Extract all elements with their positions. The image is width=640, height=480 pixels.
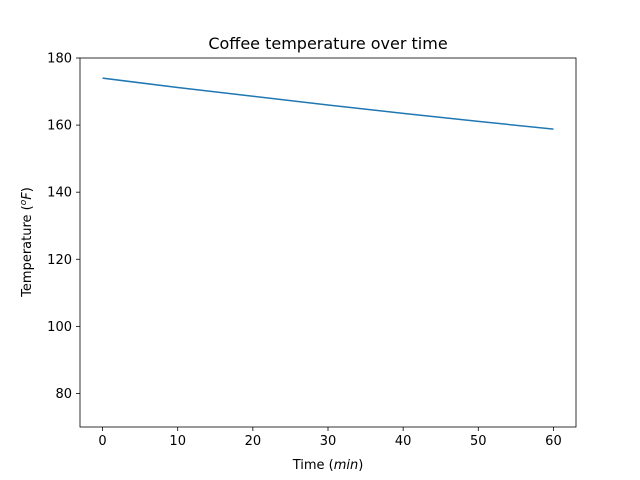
- x-tick-label: 50: [470, 434, 487, 449]
- y-axis-label: Temperature (oF): [19, 187, 35, 298]
- y-tick-label: 180: [47, 52, 72, 67]
- x-tick-label: 20: [245, 434, 262, 449]
- series-line-0: [102, 77, 554, 130]
- y-tick-label: 140: [47, 186, 72, 201]
- x-tick-label: 40: [395, 434, 412, 449]
- axes-frame: [79, 57, 577, 428]
- x-tick-label: 30: [320, 434, 337, 449]
- plot-area: 0 10 20 30 40 50 60 80 100 120 140 160 180: [47, 52, 577, 449]
- y-tick-label: 100: [47, 320, 72, 335]
- x-axis-label: Time (min): [292, 458, 364, 473]
- x-tick-label: 0: [98, 434, 106, 449]
- y-tick-label: 160: [47, 119, 72, 134]
- x-tick-label: 60: [545, 434, 562, 449]
- x-tick-label: 10: [169, 434, 186, 449]
- chart-title: Coffee temperature over time: [208, 34, 447, 53]
- y-tick-label: 80: [55, 387, 72, 402]
- y-tick-label: 120: [47, 253, 72, 268]
